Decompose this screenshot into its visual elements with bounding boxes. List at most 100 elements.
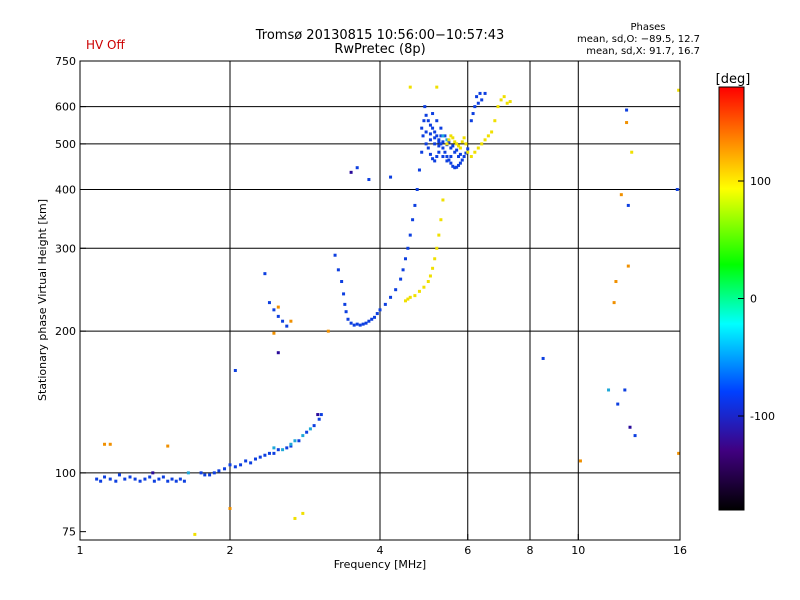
hv-status: HV Off (86, 38, 125, 52)
data-point (289, 442, 293, 446)
data-point (476, 146, 480, 150)
data-point (502, 95, 506, 99)
data-point (633, 434, 637, 438)
data-point (308, 427, 312, 431)
data-point (630, 150, 634, 154)
colorbar-ticks: 100 0 -100 (738, 175, 775, 423)
y-tick-label: 75 (62, 526, 76, 539)
data-point (203, 473, 207, 477)
x-tick-label: 4 (377, 544, 384, 557)
x-tick-label: 2 (227, 544, 234, 557)
data-point (281, 448, 285, 452)
data-point (349, 321, 353, 325)
data-point (223, 467, 227, 471)
data-point (267, 301, 271, 305)
data-point (108, 442, 112, 446)
data-point (151, 471, 155, 475)
data-point (406, 297, 410, 301)
data-point (457, 163, 461, 167)
data-point (433, 159, 437, 163)
data-point (301, 434, 305, 438)
data-point (244, 459, 248, 463)
data-point (458, 161, 462, 165)
data-point (455, 142, 459, 146)
data-point (453, 140, 457, 144)
data-point (421, 134, 425, 138)
data-point (389, 295, 393, 299)
data-point (441, 134, 445, 138)
data-point (413, 203, 417, 207)
data-point (451, 136, 455, 140)
data-point (217, 469, 221, 473)
data-point (375, 312, 379, 316)
data-point (114, 479, 118, 483)
data-point (508, 100, 512, 104)
data-point (473, 150, 477, 154)
data-point (373, 315, 377, 319)
data-point (439, 134, 443, 138)
data-point (476, 101, 480, 105)
data-point (493, 119, 497, 123)
data-point (420, 150, 424, 154)
data-point (258, 455, 262, 459)
data-point (233, 368, 237, 372)
data-point (437, 138, 441, 142)
data-points (95, 85, 681, 536)
data-point (445, 142, 449, 146)
data-point (340, 280, 344, 284)
data-point (228, 506, 232, 510)
data-point (431, 266, 435, 270)
data-point (483, 91, 487, 95)
data-point (355, 166, 359, 170)
data-point (138, 479, 142, 483)
data-point (317, 417, 321, 421)
data-point (319, 413, 323, 417)
data-point (437, 150, 441, 154)
data-point (424, 142, 428, 146)
data-point (108, 477, 112, 481)
data-point (462, 136, 466, 140)
phases-title: Phases (630, 22, 665, 33)
data-point (408, 85, 412, 89)
phases-line-x: mean, sd,X: 91.7, 16.7 (586, 46, 700, 57)
data-point (233, 465, 237, 469)
data-point (417, 168, 421, 172)
data-point (607, 388, 611, 392)
data-point (117, 473, 121, 477)
data-point (336, 268, 340, 272)
data-point (623, 388, 627, 392)
x-tick-label: 8 (527, 544, 534, 557)
data-point (428, 274, 432, 278)
data-point (441, 146, 445, 150)
data-point (471, 112, 475, 116)
data-point (161, 475, 165, 479)
data-point (276, 305, 280, 309)
data-point (182, 479, 186, 483)
data-point (401, 268, 405, 272)
data-point (263, 453, 267, 457)
data-point (389, 175, 393, 179)
data-point (422, 285, 426, 289)
data-point (174, 479, 178, 483)
data-point (480, 142, 484, 146)
data-point (272, 308, 276, 312)
data-point (453, 150, 457, 154)
data-point (457, 155, 461, 159)
data-point (157, 477, 161, 481)
data-point (394, 288, 398, 292)
x-tick-label: 10 (571, 544, 585, 557)
data-point (447, 138, 451, 142)
data-point (383, 302, 387, 306)
y-tick-label: 100 (55, 467, 76, 480)
data-point (424, 113, 428, 117)
data-point (439, 218, 443, 222)
data-point (370, 317, 374, 321)
data-point (460, 140, 464, 144)
data-point (457, 144, 461, 148)
data-point (170, 477, 174, 481)
data-point (272, 451, 276, 455)
data-point (408, 295, 412, 299)
data-point (458, 152, 462, 156)
y-tick-label: 750 (55, 55, 76, 68)
data-point (426, 119, 430, 123)
